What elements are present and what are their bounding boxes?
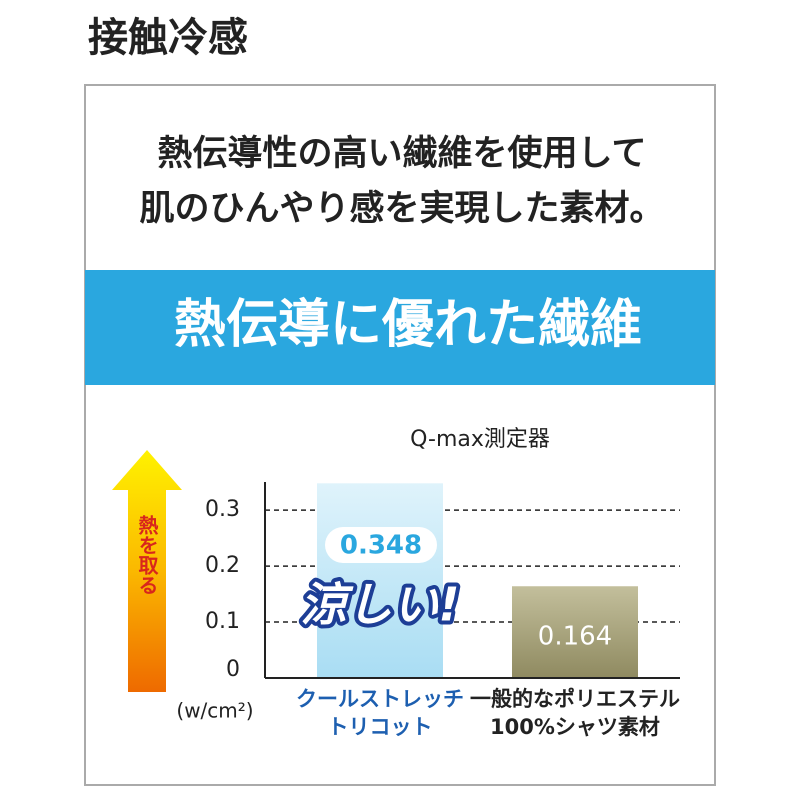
banner: 熱伝導に優れた繊維 xyxy=(174,295,642,355)
x-tick-label: クールストレッチ xyxy=(296,687,464,711)
bar xyxy=(512,586,638,678)
frame xyxy=(84,84,716,786)
bar xyxy=(317,483,443,678)
y-unit: (w/cm²) xyxy=(176,699,253,723)
description: 熱伝導性の高い繊維を使用して xyxy=(158,134,647,174)
value-label: 0.348 xyxy=(340,531,422,561)
x-tick-label: 一般的なポリエステル xyxy=(470,687,680,711)
x-tick-label: 100%シャツ素材 xyxy=(490,715,660,739)
value-label: 0.164 xyxy=(538,622,612,652)
chart-subtitle: Q-max測定器 xyxy=(410,427,550,452)
title: 接触冷感 xyxy=(88,15,248,61)
arrow xyxy=(112,450,182,692)
y-tick-label: 0.1 xyxy=(205,609,240,634)
arrow-label: 熱を取る xyxy=(135,515,159,595)
y-tick-label: 0.3 xyxy=(205,497,240,522)
x-tick-label: トリコット xyxy=(328,715,433,739)
annotation: 涼しい! xyxy=(301,578,460,632)
description: 肌のひんやり感を実現した素材。 xyxy=(139,189,664,229)
value-label-box xyxy=(325,527,437,563)
banner-band xyxy=(85,270,715,385)
y-tick-label: 0.2 xyxy=(205,553,240,578)
y-tick-label: 0 xyxy=(226,657,240,682)
